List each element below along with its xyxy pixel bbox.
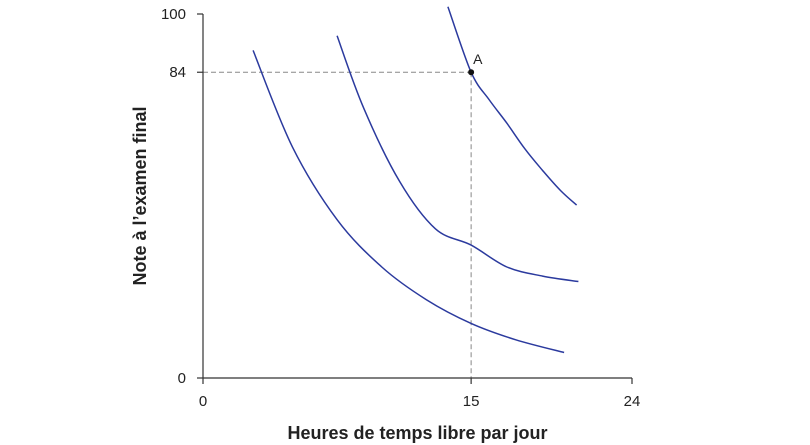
- y-tick-label: 0: [178, 370, 186, 387]
- point-label: A: [473, 51, 483, 67]
- indifference-curve-3: [447, 6, 578, 206]
- indifference-curve-1: [252, 50, 565, 354]
- point-marker: [468, 69, 475, 76]
- x-tick-label: 24: [624, 393, 641, 410]
- x-tick-label: 15: [463, 393, 480, 410]
- curves: [252, 6, 579, 354]
- y-tick-label: 100: [161, 6, 186, 23]
- reference-guides: [203, 71, 472, 378]
- indifference-curve-2: [336, 35, 579, 283]
- data-points: A: [468, 51, 483, 76]
- tick-marks: 0 15 24 0 84 100: [161, 6, 640, 410]
- x-axis-title: Heures de temps libre par jour: [287, 423, 547, 443]
- y-tick-label: 84: [169, 64, 186, 81]
- y-axis-title: Note à l’examen final: [130, 106, 150, 285]
- x-tick-label: 0: [199, 393, 207, 410]
- axes: [202, 14, 632, 379]
